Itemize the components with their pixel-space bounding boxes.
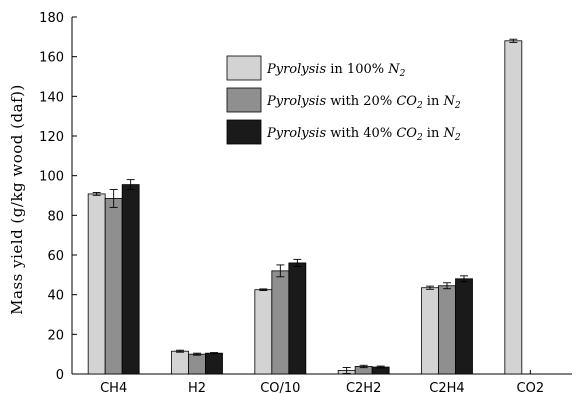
legend-label: Pyrolysis with 20% CO2 in N2 xyxy=(266,94,461,111)
bar xyxy=(288,262,307,375)
bar xyxy=(455,278,473,375)
y-tick-label: 20 xyxy=(47,328,64,343)
y-tick-label: 40 xyxy=(47,289,64,304)
x-tick-label: H2 xyxy=(188,381,206,394)
error-bar xyxy=(359,364,368,369)
error-bar xyxy=(276,264,285,278)
error-bar xyxy=(293,258,302,267)
error-bar xyxy=(109,189,118,208)
error-bar xyxy=(92,192,101,196)
error-bar xyxy=(259,288,268,291)
bar xyxy=(205,352,223,375)
y-tick-label: 80 xyxy=(47,209,64,224)
error-bar xyxy=(126,179,135,191)
error-bar xyxy=(376,365,385,369)
error-bar xyxy=(426,285,434,290)
legend-label: Pyrolysis in 100% N2 xyxy=(266,62,406,79)
y-tick-label: 180 xyxy=(39,11,64,26)
bar xyxy=(421,287,439,375)
x-tick-label: C2H2 xyxy=(346,381,381,394)
bar xyxy=(87,193,106,375)
error-bar xyxy=(509,38,518,43)
x-tick-label: CO2 xyxy=(517,381,545,394)
bar xyxy=(254,289,273,375)
bar xyxy=(438,285,456,375)
y-tick-label: 60 xyxy=(47,249,64,264)
y-axis-label: Mass yield (g/kg wood (daf)) xyxy=(8,84,26,315)
y-tick-label: 120 xyxy=(39,130,64,145)
bar xyxy=(188,353,206,375)
y-tick-label: 100 xyxy=(39,170,64,185)
bar xyxy=(121,184,140,375)
bar xyxy=(504,40,523,375)
chart-bars xyxy=(87,38,556,375)
bar xyxy=(271,270,290,375)
error-bar xyxy=(443,282,451,290)
error-bar xyxy=(342,367,351,374)
chart-legend: Pyrolysis in 100% N2 Pyrolysis with 20% C… xyxy=(226,55,461,145)
error-bar xyxy=(176,349,184,353)
bar xyxy=(171,350,189,375)
chart-axes: 0 20 40 60 80 100 120 140 160 180 CH4 H2 CO/10 C2H2 C2… xyxy=(39,11,572,394)
legend-label: Pyrolysis with 40% CO2 in N2 xyxy=(266,126,461,143)
error-bar xyxy=(210,352,218,355)
y-tick-label: 160 xyxy=(39,51,64,66)
y-tick-label: 140 xyxy=(39,90,64,105)
legend-swatch xyxy=(226,55,262,81)
x-tick-label: C2H4 xyxy=(429,381,464,394)
error-bar xyxy=(460,275,468,283)
x-tick-label: CH4 xyxy=(100,381,127,394)
legend-swatch xyxy=(226,119,262,145)
error-bar xyxy=(193,352,201,356)
x-tick-label: CO/10 xyxy=(260,381,300,394)
bar xyxy=(104,198,123,375)
legend-swatch xyxy=(226,87,262,113)
y-tick-label: 0 xyxy=(56,368,64,383)
